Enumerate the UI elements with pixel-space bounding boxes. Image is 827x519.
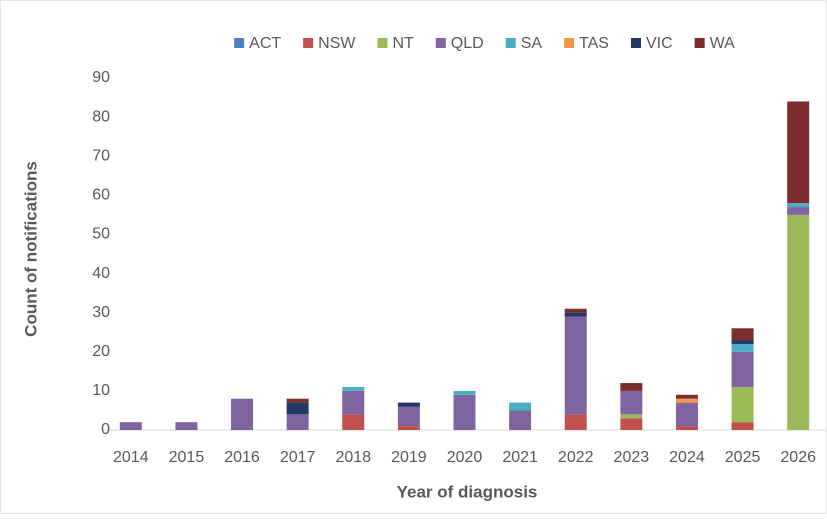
bar-segment: [675, 398, 698, 403]
bar-segment: [342, 386, 365, 391]
bar-segment: [119, 422, 142, 430]
bar-segment: [453, 390, 476, 395]
bar-segment: [564, 308, 587, 313]
y-tick-label: 40: [92, 265, 110, 282]
x-tick-label: 2023: [614, 449, 650, 466]
bar-segment: [787, 203, 810, 208]
legend-label: VIC: [646, 35, 673, 52]
bar-segment: [731, 386, 754, 423]
bar-segment: [731, 351, 754, 387]
x-tick-label: 2026: [780, 449, 816, 466]
y-tick-label: 70: [92, 147, 110, 164]
legend-swatch: [694, 38, 705, 48]
bar-segment: [342, 414, 365, 430]
x-tick-label: 2014: [113, 449, 149, 466]
x-tick-label: 2018: [335, 449, 371, 466]
y-tick-label: 20: [92, 343, 110, 360]
legend-label: NT: [392, 35, 414, 52]
bar-segment: [620, 390, 643, 415]
y-axis-title: Count of notifications: [21, 161, 40, 337]
bar-segment: [787, 101, 810, 204]
bar-segment: [564, 316, 587, 415]
x-tick-label: 2021: [502, 449, 538, 466]
bar-segment: [175, 422, 198, 430]
legend-label: NSW: [318, 35, 356, 52]
x-tick-label: 2024: [669, 449, 705, 466]
bar-segment: [731, 340, 754, 344]
x-axis-title: Year of diagnosis: [397, 482, 538, 501]
legend-swatch: [303, 38, 314, 48]
legend-swatch: [377, 38, 388, 48]
legend-swatch: [234, 38, 245, 48]
bar-segment: [731, 422, 754, 430]
bar-segment: [564, 312, 587, 317]
y-tick-label: 80: [92, 108, 110, 125]
y-tick-label: 60: [92, 187, 110, 204]
bar-segment: [731, 328, 754, 341]
y-tick-label: 10: [92, 382, 110, 399]
bar-segment: [509, 402, 532, 411]
bar-segment: [397, 426, 420, 430]
bar-segment: [675, 394, 698, 399]
x-tick-label: 2017: [280, 449, 316, 466]
bar-segment: [286, 414, 309, 430]
bar-segment: [231, 398, 254, 430]
x-tick-label: 2016: [224, 449, 260, 466]
bar-segment: [620, 383, 643, 391]
y-tick-label: 0: [101, 421, 110, 438]
legend-swatch: [505, 38, 516, 48]
legend-swatch: [435, 38, 446, 48]
legend-label: ACT: [249, 35, 281, 52]
bar-segment: [787, 214, 810, 430]
x-tick-label: 2015: [169, 449, 205, 466]
bar-segment: [731, 343, 754, 352]
bar-segment: [787, 207, 810, 215]
x-tick-label: 2020: [447, 449, 483, 466]
bar-segment: [675, 402, 698, 427]
legend-swatch: [630, 38, 641, 48]
legend-label: WA: [710, 35, 736, 52]
bar-segment: [620, 414, 643, 419]
bar-segment: [564, 414, 587, 430]
bar-segment: [620, 418, 643, 430]
bar-segment: [509, 410, 532, 430]
legend-label: TAS: [579, 35, 609, 52]
bar-segment: [286, 402, 309, 415]
legend-label: SA: [521, 35, 543, 52]
x-tick-label: 2025: [725, 449, 761, 466]
y-tick-label: 30: [92, 304, 110, 321]
x-tick-label: 2022: [558, 449, 594, 466]
bar-segment: [397, 402, 420, 407]
bar-segment: [342, 390, 365, 415]
bar-segment: [453, 394, 476, 430]
legend-swatch: [564, 38, 575, 48]
bar-segment: [397, 406, 420, 427]
x-tick-label: 2019: [391, 449, 427, 466]
y-tick-label: 90: [92, 69, 110, 86]
bar-segment: [675, 426, 698, 430]
y-tick-label: 50: [92, 226, 110, 243]
bar-segment: [286, 398, 309, 403]
legend-label: QLD: [451, 35, 484, 52]
